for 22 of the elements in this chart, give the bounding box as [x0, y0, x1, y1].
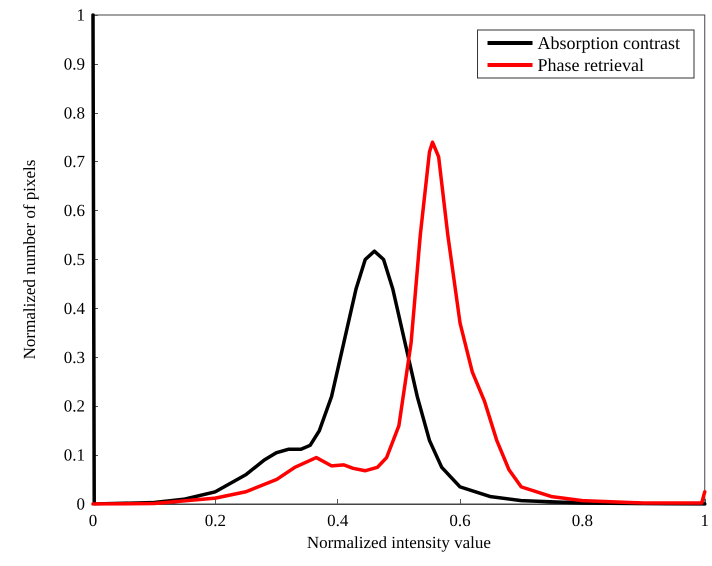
y-tick-label: 0.2: [64, 396, 85, 416]
y-tick-label: 0.6: [64, 201, 85, 220]
y-tick-label: 0.4: [64, 298, 86, 318]
legend-label: Absorption contrast: [538, 33, 680, 53]
x-tick-label: 0: [88, 511, 98, 530]
y-tick-label: 0.7: [64, 152, 86, 172]
y-tick-label: 0: [76, 494, 85, 514]
line-series: [91, 140, 706, 506]
x-tick-label: 0.6: [449, 511, 471, 530]
x-tick-label: 0.8: [572, 511, 594, 530]
x-axis-title: Normalized intensity value: [306, 533, 491, 552]
y-tick-label: 0.8: [64, 103, 85, 122]
y-tick-label: 0.9: [64, 54, 85, 74]
y-tick-label: 0.5: [64, 250, 85, 269]
y-tick-label: 1: [76, 6, 85, 24]
x-tick-label: 0.4: [327, 511, 349, 530]
x-tick-label: 1: [700, 511, 709, 530]
x-tick-label: 0.2: [204, 511, 226, 530]
y-tick-label: 0.3: [64, 348, 85, 367]
y-tick-label: 0.1: [64, 446, 85, 465]
legend-label: Phase retrieval: [538, 55, 644, 75]
y-axis-title: Normalized number of pixels: [20, 160, 39, 360]
